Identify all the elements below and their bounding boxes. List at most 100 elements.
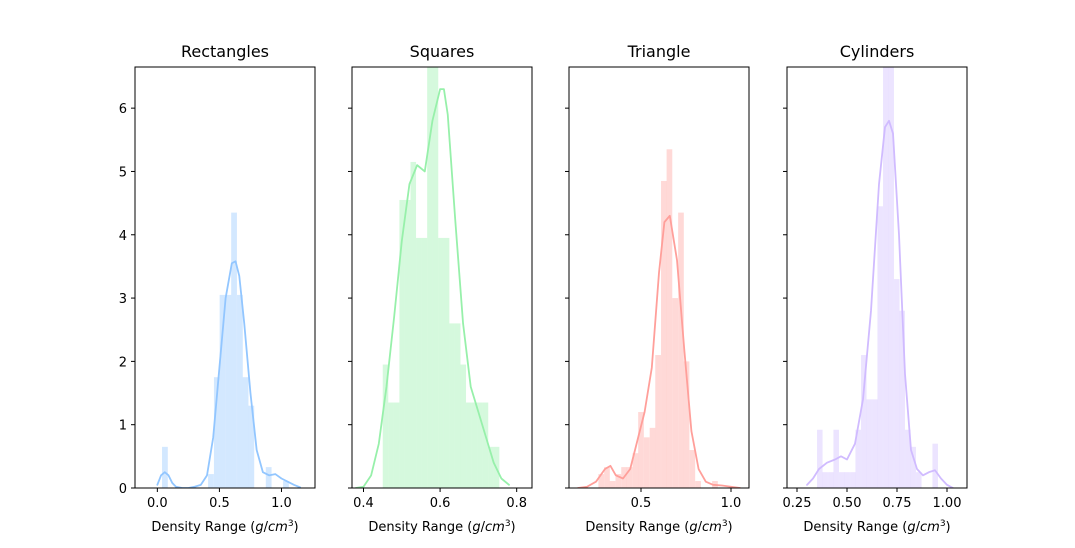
histogram-bar — [910, 446, 916, 488]
histogram-bar — [828, 472, 834, 488]
histogram-bar — [466, 402, 472, 488]
axes-frame — [134, 66, 316, 489]
histogram-bar — [861, 355, 867, 488]
histogram-bar — [817, 429, 823, 488]
panel-cylinders: Cylinders Density Range (g/cm3) 0.25 0.50… — [783, 42, 968, 535]
histogram-bar — [460, 364, 467, 488]
histogram-bar — [661, 180, 667, 488]
x-axis-label: Density Range (g/cm3) — [585, 519, 732, 535]
histogram-bar — [231, 212, 237, 488]
histogram-bar — [822, 472, 828, 488]
histogram-bar — [265, 467, 272, 488]
histogram-bar — [382, 364, 389, 488]
histogram-bar — [855, 429, 861, 488]
chart-title: Cylinders — [840, 42, 915, 61]
x-tick-label: 1.0 — [271, 496, 292, 511]
x-axis-label: Density Range (g/cm3) — [368, 519, 515, 535]
histogram-bar — [219, 294, 226, 488]
y-tick-label: 5 — [119, 165, 127, 180]
histogram-bar — [894, 279, 900, 488]
histogram-bar — [410, 161, 417, 488]
plot-area — [577, 149, 741, 488]
chart-title: Rectangles — [181, 42, 269, 61]
x-tick-label: 0.75 — [883, 496, 912, 511]
histogram-bar — [388, 402, 394, 488]
histogram-bar — [899, 310, 905, 488]
histogram-bar — [432, 67, 439, 488]
panel-triangle: Triangle Density Range (g/cm3) 0.5 1.0 — [565, 42, 750, 535]
y-tick-label: 3 — [119, 292, 127, 307]
histogram-bar — [443, 237, 450, 488]
histogram-bar — [666, 149, 673, 488]
histogram-bar — [283, 481, 289, 488]
x-tick-label: 1.00 — [933, 496, 962, 511]
x-tick-label: 0.5 — [631, 496, 652, 511]
histogram-bar — [643, 437, 650, 488]
histogram-bar — [866, 399, 872, 488]
kde-curve — [806, 119, 954, 488]
plot-area — [806, 67, 954, 488]
histogram-bar — [449, 323, 455, 488]
x-axis-label: Density Range (g/cm3) — [151, 519, 298, 535]
x-tick-label: 1.0 — [721, 496, 742, 511]
histogram-bar — [427, 67, 433, 488]
axes-frame — [568, 66, 750, 489]
chart-title: Squares — [410, 42, 475, 61]
histogram-bar — [225, 294, 232, 488]
x-tick-label: 0.4 — [353, 496, 374, 511]
x-tick-label: 0.50 — [833, 496, 862, 511]
histogram-bar — [393, 402, 400, 488]
x-axis-label: Density Range (g/cm3) — [803, 519, 950, 535]
histogram-bar — [421, 237, 428, 488]
histogram-bar — [477, 402, 483, 488]
plot-area — [354, 67, 510, 488]
kde-curve — [577, 214, 741, 488]
histogram-bar — [454, 323, 461, 488]
histogram-bar — [672, 298, 679, 488]
y-tick-label: 0 — [119, 482, 127, 497]
histogram-bar — [678, 212, 684, 488]
histogram-bar — [632, 453, 639, 488]
plot-area — [156, 212, 301, 488]
histogram-bar — [162, 446, 168, 488]
histogram-bar — [248, 405, 255, 488]
histogram-bar — [638, 412, 644, 488]
panel-squares: Squares Density Range (g/cm3) 0.4 0.6 0.8 — [348, 42, 533, 535]
histogram-bar — [626, 467, 633, 488]
histogram-bar — [208, 474, 214, 488]
histogram-bar — [916, 472, 922, 488]
histogram-bar — [471, 402, 478, 488]
histogram-bar — [872, 399, 878, 488]
histogram-bar — [905, 429, 911, 488]
y-tick-label: 2 — [119, 355, 127, 370]
x-tick-label: 0.25 — [783, 496, 812, 511]
histogram-bar — [850, 472, 856, 488]
axes-frame — [786, 66, 968, 489]
histogram-bar — [242, 377, 249, 488]
x-tick-label: 0.6 — [430, 496, 451, 511]
histogram-bar — [438, 237, 444, 488]
histogram-bar — [213, 377, 220, 488]
histogram-bar — [399, 199, 405, 488]
histogram-bar — [932, 443, 938, 488]
kde-curve — [156, 260, 301, 488]
y-tick-label: 1 — [119, 419, 127, 434]
histogram-bar — [695, 481, 701, 488]
histogram-bar — [598, 474, 605, 488]
chart-title: Triangle — [627, 42, 691, 61]
y-tick-label: 6 — [119, 102, 127, 117]
x-tick-label: 0.5 — [209, 496, 230, 511]
kde-curve — [354, 88, 510, 488]
panel-rectangles: Rectangles Density Range (g/cm3) 0.0 0.5 1… — [119, 42, 316, 535]
histogram-bar — [404, 199, 411, 488]
histogram-bar — [689, 450, 696, 488]
histogram-bar — [615, 474, 622, 488]
x-tick-label: 0.0 — [147, 496, 168, 511]
histogram-bar — [416, 237, 422, 488]
histogram-bar — [844, 472, 850, 488]
histogram-bar — [877, 206, 883, 488]
histogram-bar — [683, 361, 690, 488]
histogram-bar — [609, 481, 616, 488]
histogram-bar — [237, 294, 243, 488]
